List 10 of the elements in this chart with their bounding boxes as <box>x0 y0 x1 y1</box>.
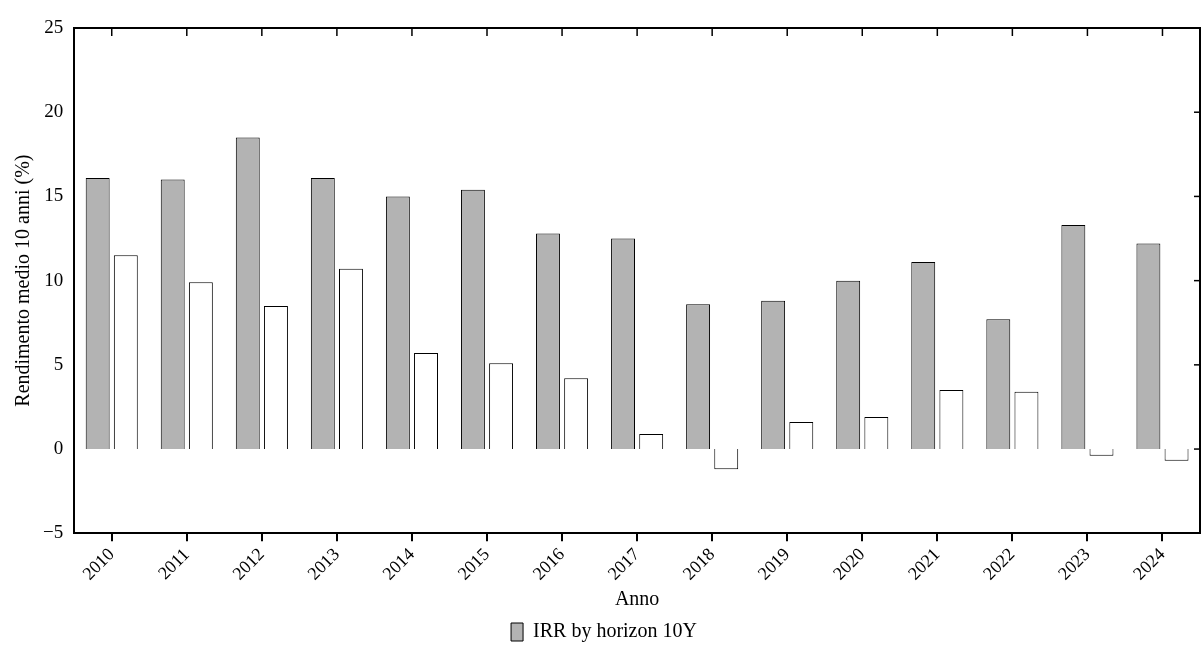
y-tick-label: 10 <box>44 268 64 290</box>
y-tick-label: 20 <box>44 100 64 122</box>
y-tick-label: 25 <box>44 15 64 37</box>
y-tick-label: −5 <box>43 521 64 543</box>
y-axis-title: Rendimento medio 10 anni (%) <box>11 154 35 407</box>
y-tick-label: 5 <box>53 352 64 374</box>
legend-label: IRR by horizon 10Y <box>533 619 697 643</box>
x-axis-title: Anno <box>614 587 660 610</box>
y-tick-label: 0 <box>53 437 64 459</box>
y-tick-label: 15 <box>44 184 64 206</box>
